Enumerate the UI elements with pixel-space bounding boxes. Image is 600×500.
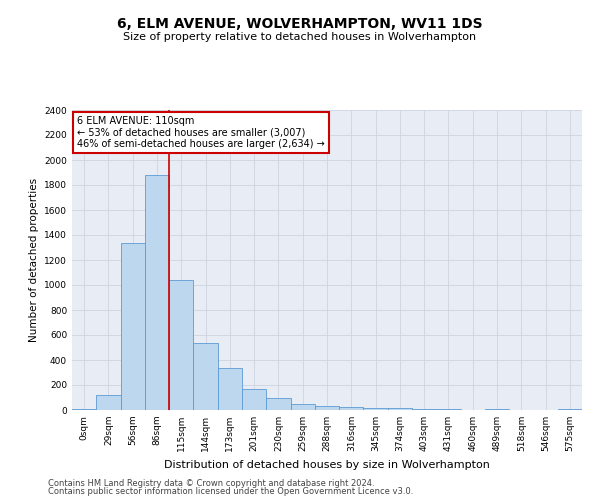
Text: 6, ELM AVENUE, WOLVERHAMPTON, WV11 1DS: 6, ELM AVENUE, WOLVERHAMPTON, WV11 1DS [117, 18, 483, 32]
Bar [193, 342, 218, 410]
Bar [121, 242, 145, 410]
Text: 6 ELM AVENUE: 110sqm
← 53% of detached houses are smaller (3,007)
46% of semi-de: 6 ELM AVENUE: 110sqm ← 53% of detached h… [77, 116, 325, 149]
Bar [169, 280, 193, 410]
Bar [266, 398, 290, 410]
Bar [388, 408, 412, 410]
Bar [412, 408, 436, 410]
Bar [218, 368, 242, 410]
Bar [339, 407, 364, 410]
Bar [72, 409, 96, 410]
Text: Size of property relative to detached houses in Wolverhampton: Size of property relative to detached ho… [124, 32, 476, 42]
X-axis label: Distribution of detached houses by size in Wolverhampton: Distribution of detached houses by size … [164, 460, 490, 469]
Y-axis label: Number of detached properties: Number of detached properties [29, 178, 38, 342]
Bar [315, 406, 339, 410]
Bar [242, 390, 266, 410]
Bar [96, 395, 121, 410]
Bar [364, 408, 388, 410]
Text: Contains HM Land Registry data © Crown copyright and database right 2024.: Contains HM Land Registry data © Crown c… [48, 478, 374, 488]
Bar [145, 175, 169, 410]
Bar [290, 404, 315, 410]
Bar [485, 409, 509, 410]
Text: Contains public sector information licensed under the Open Government Licence v3: Contains public sector information licen… [48, 487, 413, 496]
